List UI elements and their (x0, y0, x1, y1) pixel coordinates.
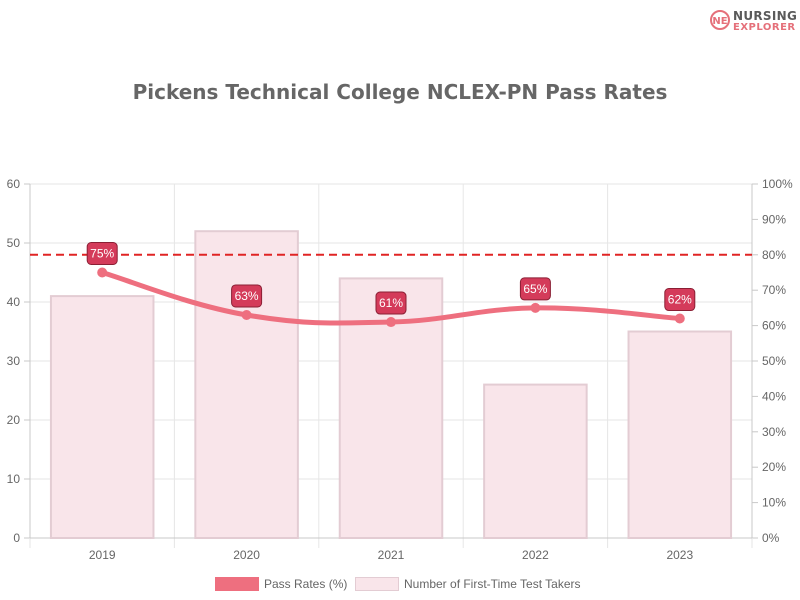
right-axis-tick-label: 80% (762, 248, 786, 262)
left-axis-tick-label: 10 (7, 472, 21, 486)
legend-label-test-takers: Number of First-Time Test Takers (404, 577, 581, 591)
legend-label-pass-rates: Pass Rates (%) (264, 577, 348, 591)
bar-test-takers-2022 (483, 383, 588, 539)
right-axis-tick-label: 30% (762, 425, 786, 439)
data-label-box (231, 284, 263, 308)
point-pass-rate-2021 (386, 317, 396, 328)
point-pass-rate-2020 (241, 309, 252, 320)
logo-mark-text: NE (712, 16, 727, 27)
right-axis-tick-label: 100% (762, 177, 793, 191)
right-axis-tick-label: 60% (762, 319, 786, 333)
right-axis-tick-label: 70% (762, 283, 786, 297)
x-axis-tick-label: 2021 (378, 548, 405, 562)
data-label-text: 63% (235, 289, 259, 303)
right-axis-tick-label: 20% (762, 460, 786, 474)
legend-swatch-pass-rates (215, 577, 259, 591)
point-pass-rate-2023 (674, 313, 685, 324)
data-label-text: 61% (379, 296, 403, 310)
left-axis-tick-label: 30 (7, 354, 21, 368)
brand-name-line1: NURSING (733, 9, 798, 23)
data-label-text: 62% (668, 293, 692, 307)
bar-test-takers-2020 (194, 230, 299, 539)
data-label-text: 75% (90, 247, 114, 261)
left-axis-tick-label: 40 (7, 295, 21, 309)
nursing-explorer-logo-icon: NE (710, 10, 730, 30)
brand-name-line2: EXPLORER (733, 22, 796, 33)
point-pass-rate-2022 (530, 302, 541, 313)
legend-item-test-takers[interactable]: Number of First-Time Test Takers (355, 575, 580, 593)
chart-legend: Pass Rates (%) Number of First-Time Test… (0, 575, 800, 593)
x-axis-tick-label: 2019 (89, 548, 116, 562)
point-pass-rate-2019 (97, 267, 108, 278)
right-axis-tick-label: 90% (762, 212, 786, 226)
data-label-box (664, 288, 696, 312)
data-label-text: 65% (523, 282, 547, 296)
left-axis-tick-label: 50 (7, 236, 21, 250)
chart-title: Pickens Technical College NCLEX-PN Pass … (132, 80, 668, 104)
brand-logo: NE NURSING EXPLORER (710, 8, 798, 34)
data-label-box (86, 242, 118, 265)
bar-test-takers-2019 (49, 295, 155, 539)
data-label-box (375, 291, 407, 315)
x-axis-tick-label: 2022 (522, 548, 549, 562)
left-axis-tick-label: 0 (13, 531, 20, 545)
legend-item-pass-rates[interactable]: Pass Rates (%) (215, 575, 347, 593)
right-axis-tick-label: 40% (762, 389, 786, 403)
bar-test-takers-2023 (627, 330, 733, 539)
right-axis-tick-label: 10% (762, 496, 786, 510)
x-axis-tick-label: 2023 (666, 548, 693, 562)
left-axis-tick-label: 20 (7, 413, 21, 427)
x-axis-tick-label: 2020 (233, 548, 260, 562)
right-axis-tick-label: 0% (762, 531, 780, 545)
data-label-box (519, 277, 551, 301)
legend-swatch-test-takers (355, 577, 399, 591)
right-axis-tick-label: 50% (762, 354, 786, 368)
left-axis-tick-label: 60 (7, 177, 21, 191)
